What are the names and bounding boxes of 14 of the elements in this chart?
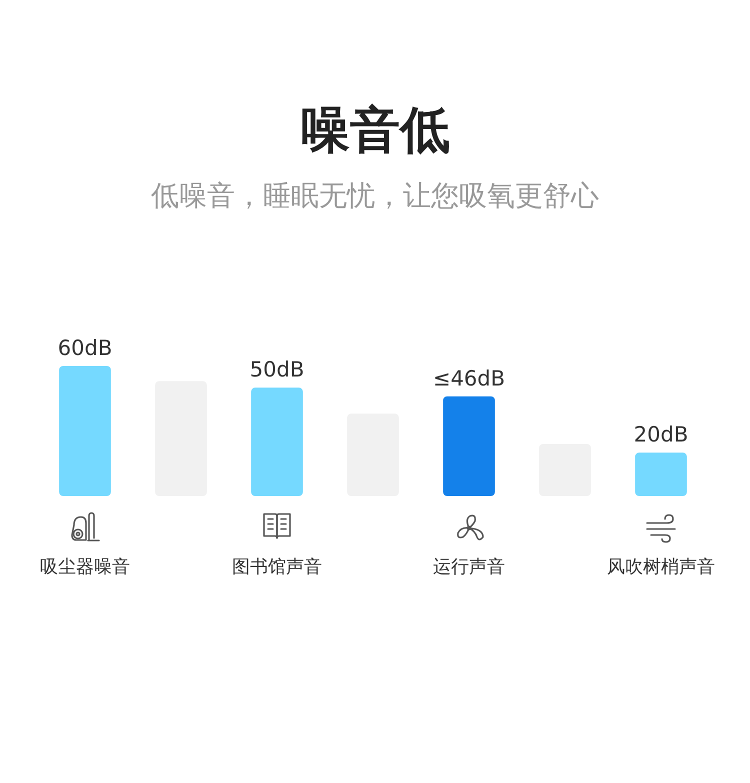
data-label: 50dB	[250, 358, 304, 382]
bar	[443, 396, 495, 496]
x-tick-label: 吸尘器噪音	[40, 556, 130, 578]
bar	[635, 452, 687, 496]
bar	[251, 388, 303, 496]
x-tick-label: 运行声音	[433, 556, 505, 578]
chart-subtitle: 低噪音，睡眠无忧，让您吸氧更舒心	[150, 179, 600, 213]
chart-title: 噪音低	[299, 100, 451, 160]
data-label: ≤46dB	[432, 366, 506, 390]
data-label: 60dB	[58, 336, 112, 360]
x-tick-label: 风吹树梢声音	[607, 556, 715, 578]
bar	[59, 366, 111, 496]
data-label: 20dB	[634, 422, 688, 447]
x-tick-label: 图书馆声音	[232, 556, 322, 578]
